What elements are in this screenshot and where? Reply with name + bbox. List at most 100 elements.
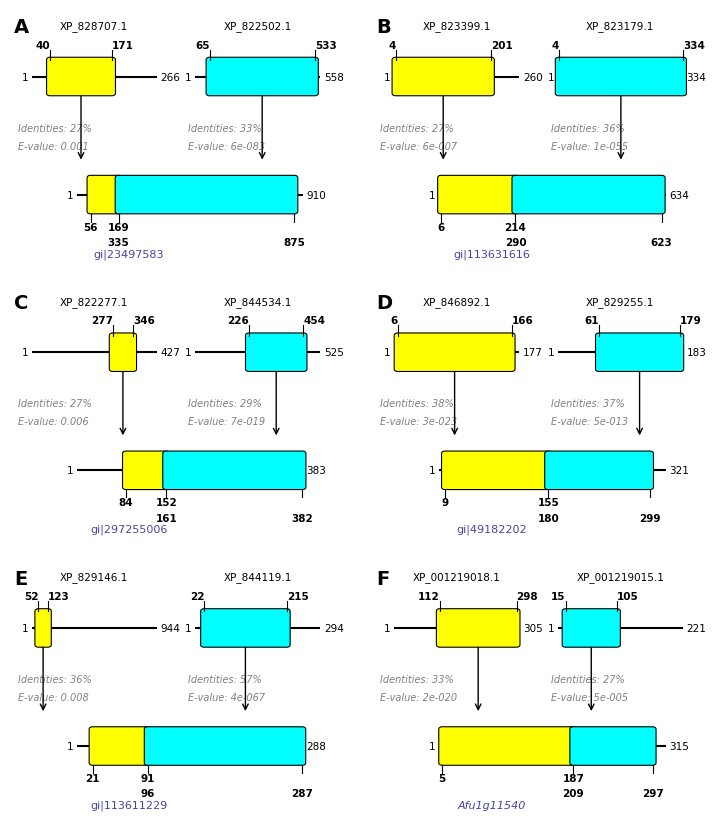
Text: 299: 299 (639, 513, 660, 523)
Text: 221: 221 (687, 624, 706, 633)
FancyBboxPatch shape (144, 727, 306, 765)
Text: E-value: 2e-020: E-value: 2e-020 (380, 692, 457, 702)
Text: XP_829146.1: XP_829146.1 (60, 571, 128, 583)
Text: Identities: 27%: Identities: 27% (551, 674, 624, 684)
FancyBboxPatch shape (439, 727, 577, 765)
Text: 525: 525 (324, 348, 344, 358)
Text: XP_844119.1: XP_844119.1 (223, 571, 292, 583)
Text: 1: 1 (22, 624, 28, 633)
Text: 21: 21 (86, 773, 100, 783)
Text: Identities: 36%: Identities: 36% (551, 123, 624, 133)
Text: 260: 260 (523, 73, 542, 83)
Text: 266: 266 (160, 73, 181, 83)
Text: 1: 1 (429, 466, 436, 476)
Text: 558: 558 (324, 73, 344, 83)
FancyBboxPatch shape (35, 609, 51, 648)
Text: 335: 335 (108, 237, 130, 247)
Text: gi|23497583: gi|23497583 (94, 249, 165, 260)
FancyBboxPatch shape (436, 609, 520, 648)
FancyBboxPatch shape (442, 452, 552, 490)
FancyBboxPatch shape (46, 58, 115, 97)
Text: gi|113631616: gi|113631616 (453, 249, 530, 260)
Text: 1: 1 (429, 741, 436, 751)
Text: 305: 305 (523, 624, 542, 633)
Text: 152: 152 (155, 498, 177, 508)
Text: XP_001219018.1: XP_001219018.1 (413, 571, 501, 583)
FancyBboxPatch shape (206, 58, 318, 97)
Text: Identities: 29%: Identities: 29% (188, 399, 262, 409)
FancyBboxPatch shape (392, 58, 494, 97)
FancyBboxPatch shape (595, 333, 684, 372)
Text: 187: 187 (563, 773, 584, 783)
Text: 321: 321 (669, 466, 689, 476)
Text: 183: 183 (687, 348, 706, 358)
Text: Identities: 38%: Identities: 38% (380, 399, 454, 409)
Text: 4: 4 (388, 41, 396, 50)
Text: XP_822502.1: XP_822502.1 (224, 21, 292, 32)
Text: gi|113611229: gi|113611229 (91, 800, 167, 810)
Text: E-value: 3e-023: E-value: 3e-023 (380, 417, 457, 427)
FancyBboxPatch shape (438, 176, 519, 214)
Text: E-value: 0.008: E-value: 0.008 (17, 692, 88, 702)
Text: 40: 40 (36, 41, 50, 50)
FancyBboxPatch shape (89, 727, 152, 765)
Text: 91: 91 (141, 773, 155, 783)
Text: 1: 1 (67, 741, 73, 751)
Text: 6: 6 (437, 222, 444, 232)
Text: 287: 287 (291, 788, 313, 798)
Text: 22: 22 (190, 591, 204, 601)
Text: A: A (14, 18, 29, 37)
Text: Identities: 27%: Identities: 27% (17, 123, 91, 133)
Text: gi|297255006: gi|297255006 (91, 524, 167, 535)
Text: 61: 61 (584, 316, 599, 326)
Text: 1: 1 (429, 190, 436, 200)
Text: 910: 910 (307, 190, 326, 200)
Text: 277: 277 (91, 316, 113, 326)
FancyBboxPatch shape (562, 609, 621, 648)
FancyBboxPatch shape (246, 333, 307, 372)
FancyBboxPatch shape (512, 176, 665, 214)
Text: 1: 1 (67, 190, 73, 200)
Text: E-value: 6e-007: E-value: 6e-007 (380, 141, 457, 151)
Text: 209: 209 (563, 788, 584, 798)
Text: 382: 382 (291, 513, 313, 523)
FancyBboxPatch shape (123, 452, 170, 490)
Text: 5: 5 (439, 773, 446, 783)
Text: XP_828707.1: XP_828707.1 (60, 21, 128, 32)
Text: 123: 123 (48, 591, 70, 601)
Text: C: C (14, 294, 28, 313)
Text: 623: 623 (651, 237, 673, 247)
Text: 169: 169 (108, 222, 130, 232)
Text: Identities: 27%: Identities: 27% (17, 399, 91, 409)
Text: XP_844534.1: XP_844534.1 (223, 296, 292, 308)
Text: gi|49182202: gi|49182202 (456, 524, 527, 535)
Text: 944: 944 (160, 624, 181, 633)
Text: 179: 179 (680, 316, 702, 326)
Text: 201: 201 (491, 41, 513, 50)
Text: E-value: 0.006: E-value: 0.006 (17, 417, 88, 427)
Text: 383: 383 (307, 466, 326, 476)
Text: 298: 298 (516, 591, 538, 601)
Text: 1: 1 (67, 466, 73, 476)
Text: Identities: 33%: Identities: 33% (380, 674, 454, 684)
Text: 1: 1 (22, 73, 28, 83)
Text: XP_823399.1: XP_823399.1 (423, 21, 491, 32)
FancyBboxPatch shape (394, 333, 515, 372)
Text: 215: 215 (286, 591, 308, 601)
Text: 4: 4 (552, 41, 559, 50)
Text: Identities: 36%: Identities: 36% (17, 674, 91, 684)
Text: 427: 427 (160, 348, 181, 358)
Text: Identities: 37%: Identities: 37% (551, 399, 624, 409)
Text: E-value: 6e-083: E-value: 6e-083 (188, 141, 265, 151)
Text: 56: 56 (83, 222, 98, 232)
FancyBboxPatch shape (555, 58, 687, 97)
Text: F: F (377, 569, 390, 588)
FancyBboxPatch shape (87, 176, 122, 214)
Text: E-value: 1e-055: E-value: 1e-055 (551, 141, 628, 151)
FancyBboxPatch shape (163, 452, 306, 490)
Text: 334: 334 (687, 73, 706, 83)
FancyBboxPatch shape (544, 452, 653, 490)
Text: 161: 161 (155, 513, 177, 523)
Text: 634: 634 (669, 190, 689, 200)
Text: Identities: 27%: Identities: 27% (380, 123, 454, 133)
